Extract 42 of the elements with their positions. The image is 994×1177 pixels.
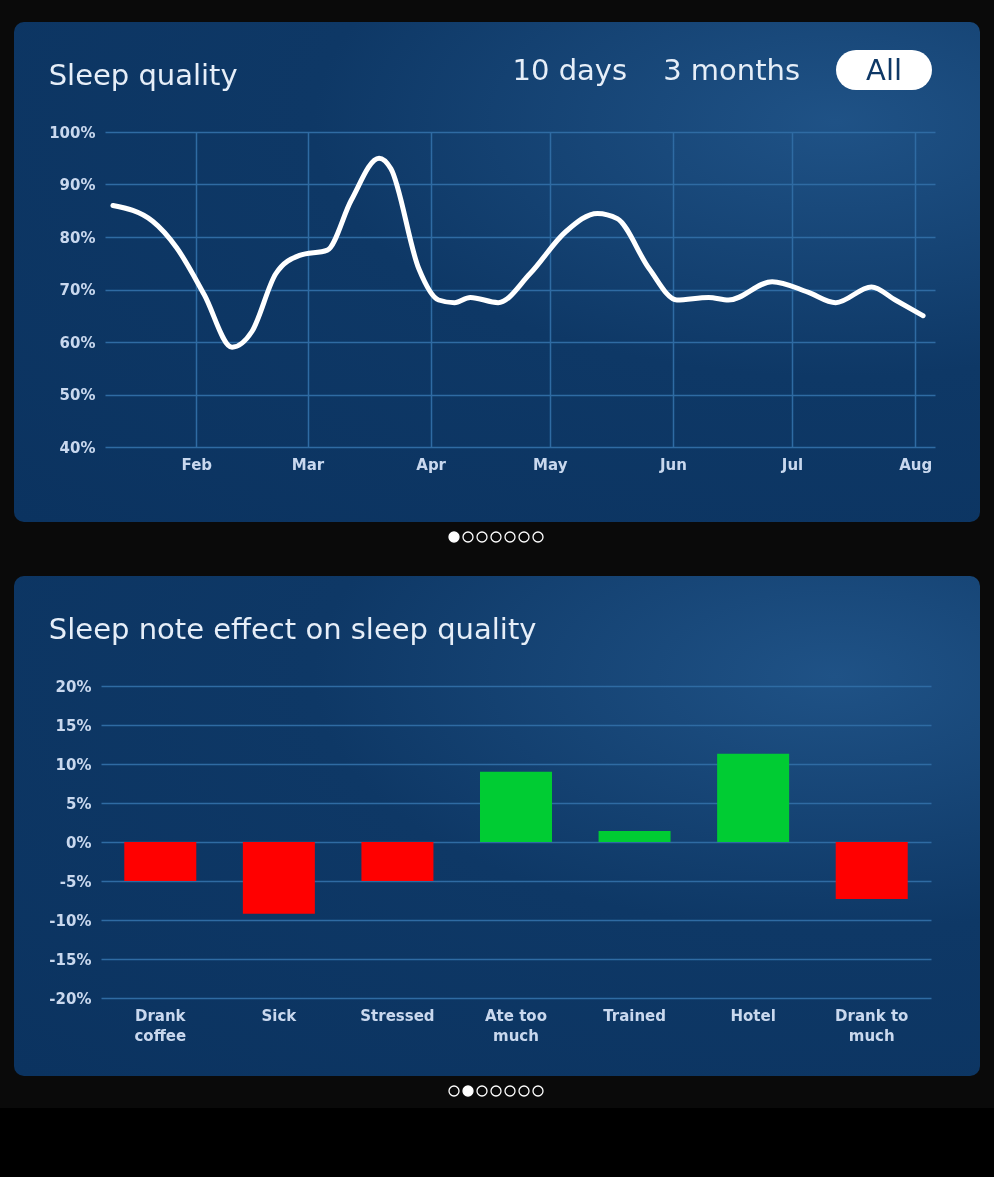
x-tick-label: Sick (261, 1006, 298, 1025)
bar (598, 831, 671, 842)
y-tick-label: 80% (59, 228, 96, 247)
x-tick-label: Apr (416, 455, 447, 474)
x-tick-label: Trained (603, 1006, 666, 1025)
y-tick-label: 90% (59, 176, 96, 194)
x-tick-label: Drank to much (835, 1006, 909, 1045)
bar (124, 842, 197, 881)
y-tick-label: 10% (55, 755, 92, 774)
y-tick-label: -5% (59, 872, 92, 891)
chart-title: Sleep note effect on sleep quality (48, 612, 537, 646)
y-tick-label: 70% (59, 281, 96, 299)
text: 3 months (663, 53, 801, 87)
x-tick-label: Jul (780, 455, 804, 474)
y-tick-label: 60% (59, 333, 96, 352)
text: 10 days (512, 53, 628, 87)
y-tick-label: 20% (55, 677, 92, 696)
x-tick-label: Ate too much (485, 1006, 547, 1045)
chart-title: Sleep quality (48, 58, 238, 92)
bar (242, 842, 315, 914)
x-tick-label: Aug (899, 455, 933, 474)
bar (361, 842, 434, 881)
y-tick-label: -15% (49, 950, 92, 969)
y-tick-label: -20% (49, 989, 92, 1008)
x-tick-label: Feb (181, 455, 213, 474)
y-tick-label: 15% (55, 716, 92, 735)
x-tick-label: Mar (291, 455, 325, 474)
y-tick-label: 0% (66, 833, 92, 852)
y-tick-label: 50% (59, 386, 96, 404)
y-tick-label: 100% (49, 123, 96, 142)
y-tick-label: 5% (66, 794, 92, 813)
y-tick-label: -10% (49, 911, 92, 930)
x-tick-label: May (533, 455, 568, 474)
bar (480, 771, 552, 842)
y-tick-label: 40% (59, 438, 96, 457)
x-tick-label: Stressed (360, 1006, 435, 1025)
bar (835, 842, 908, 899)
x-tick-label: Hotel (730, 1006, 776, 1025)
text: All (836, 50, 932, 90)
x-tick-label: Drank coffee (134, 1006, 187, 1045)
x-tick-label: Jun (658, 455, 687, 474)
bar (717, 753, 790, 842)
